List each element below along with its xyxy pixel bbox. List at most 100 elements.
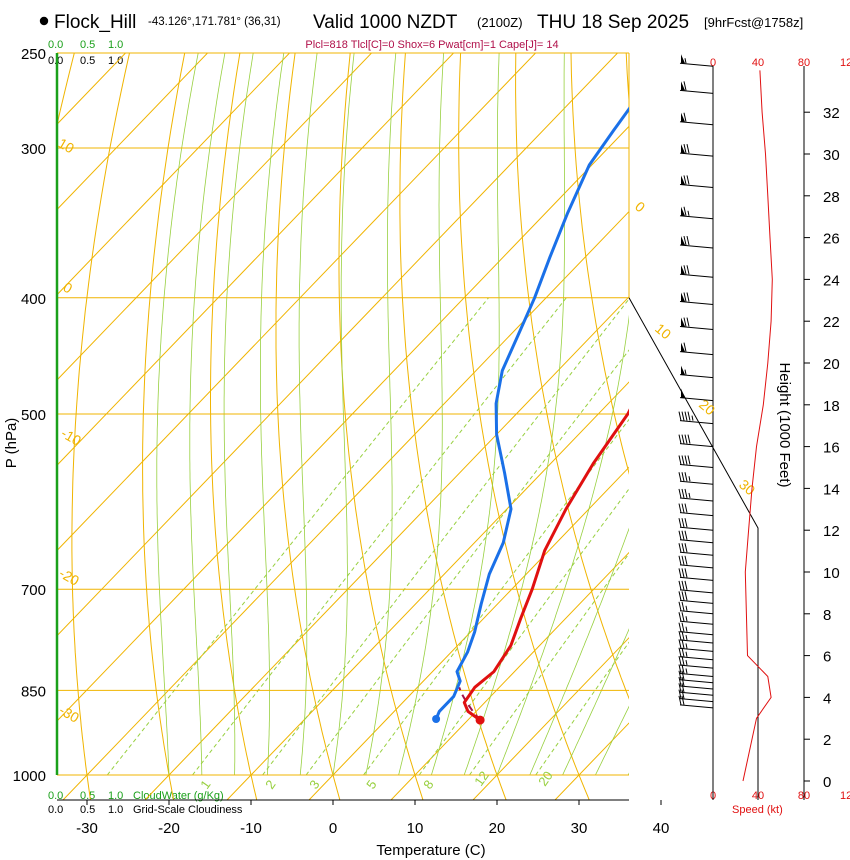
wind-barb-flag bbox=[686, 175, 690, 185]
wind-barb-staff bbox=[679, 443, 714, 448]
wind-barb bbox=[678, 630, 714, 644]
wind-barb-flag bbox=[678, 518, 682, 528]
wind-barb-staff bbox=[679, 300, 714, 305]
cw-tick-bottom-2: 1.0 bbox=[108, 790, 123, 802]
wind-barb-pennant bbox=[681, 265, 685, 275]
mixing-ratio-line bbox=[469, 552, 629, 776]
wind-barb bbox=[678, 530, 714, 544]
pressure-tick-label: 300 bbox=[21, 141, 46, 158]
wind-barb-flag bbox=[683, 143, 687, 154]
isotherm-label: 10 bbox=[652, 320, 674, 342]
wind-barb bbox=[678, 543, 714, 556]
height-tick-label: 30 bbox=[823, 147, 840, 164]
wind-barb bbox=[678, 455, 714, 468]
wind-barb-staff bbox=[679, 152, 714, 157]
wind-barb-flag bbox=[678, 601, 682, 611]
moist-adiabat-line bbox=[627, 772, 629, 776]
wind-barb-flag bbox=[678, 612, 682, 622]
wind-barb-halfflag bbox=[685, 616, 688, 622]
wind-barb-staff bbox=[679, 512, 714, 517]
dry-adiabat-line bbox=[786, 10, 850, 801]
wind-barb-staff bbox=[679, 244, 714, 249]
profile-layer bbox=[432, 106, 629, 725]
wind-barb-halfflag bbox=[685, 634, 688, 641]
wind-barb-flag bbox=[678, 434, 682, 444]
wind-barb bbox=[678, 676, 714, 690]
wind-barb-flag bbox=[678, 622, 682, 632]
moist-adiabat-line bbox=[431, 53, 500, 776]
height-tick-label: 2 bbox=[823, 732, 831, 749]
speed-tick-top-3: 12 bbox=[840, 57, 850, 69]
wind-barb-flag bbox=[678, 555, 682, 565]
isotherm-line bbox=[57, 53, 127, 125]
wind-barb-flag bbox=[687, 455, 691, 465]
wind-barb-flag bbox=[681, 695, 685, 705]
isotherm-line bbox=[57, 125, 629, 722]
moist-adiabat-line bbox=[595, 705, 629, 776]
isotherm-line bbox=[0, 10, 85, 801]
height-tick-label: 8 bbox=[823, 607, 831, 624]
wind-barb-halfflag bbox=[688, 492, 691, 499]
wind-speed-profile bbox=[742, 70, 773, 782]
valid-time: Valid 1000 NZDT bbox=[313, 12, 458, 33]
wind-barb bbox=[679, 317, 714, 331]
height-tick-label: 24 bbox=[823, 272, 840, 289]
cloud-water-label: CloudWater (g/Kg) bbox=[133, 790, 224, 802]
wind-barb-flag bbox=[678, 591, 682, 601]
wind-barb-flag bbox=[678, 683, 682, 693]
wind-barb bbox=[679, 265, 714, 278]
wind-barb-flag bbox=[678, 664, 682, 674]
height-tick-label: 16 bbox=[823, 440, 840, 457]
y-axis-title: P (hPa) bbox=[3, 418, 20, 469]
wind-barb-flag bbox=[684, 530, 688, 540]
wind-barb-flag bbox=[683, 317, 687, 327]
wind-barb bbox=[678, 647, 714, 661]
plot-frame bbox=[55, 53, 805, 800]
wind-barb-flag bbox=[678, 455, 682, 465]
wind-barb bbox=[678, 568, 714, 581]
height-tick-label: 18 bbox=[823, 398, 840, 415]
height-mapping-line bbox=[628, 297, 759, 800]
isotherm-line bbox=[472, 637, 629, 800]
wind-barb bbox=[678, 656, 714, 669]
wind-barb bbox=[678, 434, 714, 448]
mixing-ratio-label: 5 bbox=[363, 777, 379, 792]
wind-barb-staff bbox=[679, 698, 714, 703]
wind-barb bbox=[678, 689, 714, 703]
wind-barb-flag bbox=[681, 639, 685, 649]
height-tick-label: 10 bbox=[823, 565, 840, 582]
wind-barb-flag bbox=[678, 543, 682, 553]
wind-barb-halfflag bbox=[684, 369, 687, 375]
dry-adiabat-line bbox=[57, 53, 75, 127]
wind-barb-flag bbox=[681, 683, 685, 693]
pressure-tick-label: 700 bbox=[21, 582, 46, 599]
wind-barb-flag bbox=[686, 317, 690, 327]
mixing-ratio-label: 2 bbox=[262, 777, 278, 792]
wind-barb-staff bbox=[679, 326, 714, 331]
wind-barb-halfflag bbox=[685, 651, 688, 657]
temperature-line bbox=[462, 408, 629, 722]
wind-barb bbox=[679, 175, 714, 188]
pressure-tick-label: 850 bbox=[21, 683, 46, 700]
wind-barb bbox=[679, 81, 714, 94]
wind-barb-flag bbox=[684, 555, 688, 565]
wind-barb-flag bbox=[681, 580, 685, 591]
isotherm-line bbox=[390, 551, 629, 800]
moist-adiabat-line bbox=[298, 53, 318, 776]
wind-barb-flag bbox=[684, 455, 688, 465]
wind-barb-flag bbox=[681, 568, 685, 578]
pressure-tick-label: 1000 bbox=[13, 768, 46, 785]
wind-barb-staff bbox=[679, 62, 714, 67]
surface-dewpoint-dot bbox=[432, 715, 441, 723]
height-tick-label: 6 bbox=[823, 649, 831, 666]
wind-barb bbox=[679, 54, 714, 67]
wind-barb-staff bbox=[679, 704, 714, 709]
height-axis-title: Height (1000 Feet) bbox=[776, 362, 793, 487]
wind-barb bbox=[678, 683, 714, 696]
moist-adiabat-line bbox=[156, 53, 199, 776]
wind-barb-flag bbox=[686, 265, 690, 275]
pressure-tick-label: 250 bbox=[21, 46, 46, 63]
wind-barb-flag bbox=[681, 670, 685, 680]
